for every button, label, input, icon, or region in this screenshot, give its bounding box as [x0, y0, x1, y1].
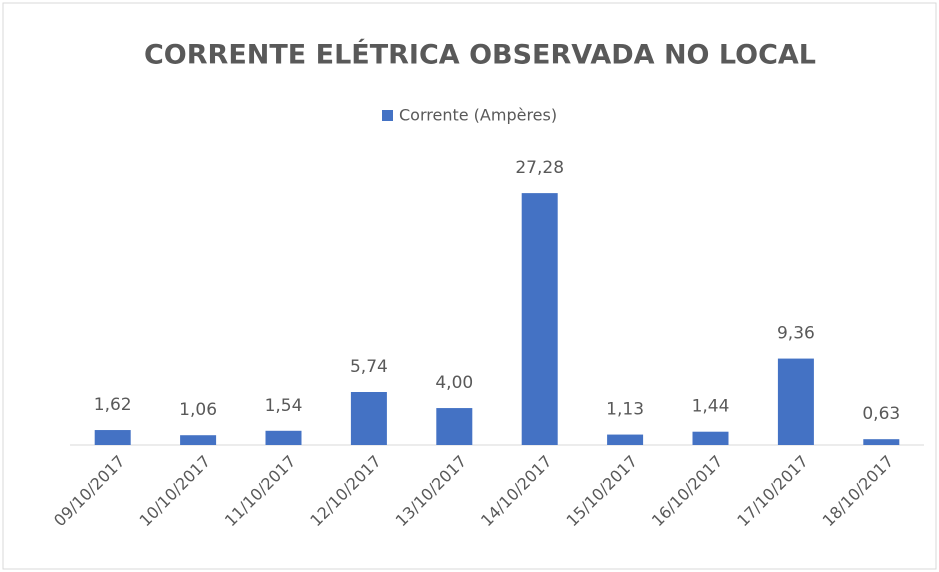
bar — [692, 431, 729, 445]
bar — [94, 430, 131, 445]
data-label: 5,74 — [350, 357, 388, 377]
legend-swatch — [382, 110, 393, 121]
bar — [436, 408, 473, 445]
bar — [863, 439, 900, 445]
data-label: 1,13 — [606, 400, 644, 420]
bar — [265, 430, 302, 445]
legend-label: Corrente (Ampères) — [399, 106, 557, 125]
data-label: 9,36 — [777, 324, 815, 344]
bar — [180, 435, 217, 445]
data-label: 27,28 — [515, 158, 564, 178]
data-label: 1,54 — [265, 396, 303, 416]
bar — [607, 434, 644, 445]
bar — [521, 193, 558, 445]
bar — [350, 392, 387, 445]
chart-title: CORRENTE ELÉTRICA OBSERVADA NO LOCAL — [144, 39, 816, 71]
bar — [777, 358, 814, 445]
data-label: 4,00 — [435, 373, 473, 393]
data-label: 1,44 — [692, 397, 730, 417]
data-label: 1,62 — [94, 395, 132, 415]
data-label: 0,63 — [862, 404, 900, 424]
data-label: 1,06 — [179, 400, 217, 420]
